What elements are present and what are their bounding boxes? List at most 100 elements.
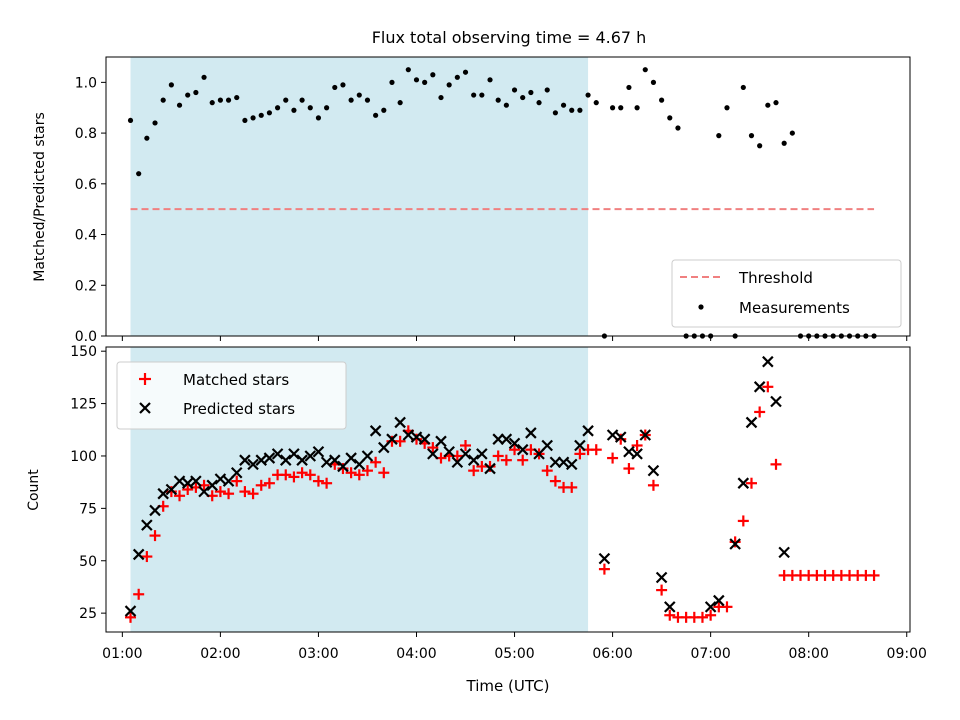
predicted-star-marker-43	[476, 448, 488, 460]
measurement-point-15	[250, 115, 256, 121]
count-y-tick-label: 100	[70, 449, 97, 465]
predicted-star-marker-46	[500, 433, 513, 445]
legend-measurement-swatch	[698, 304, 704, 310]
matched-star-marker-19	[280, 469, 292, 481]
measurement-point-13	[234, 94, 240, 101]
matched-star-marker-62	[631, 439, 643, 451]
measurement-point-3	[152, 120, 158, 126]
measurement-point-72	[716, 133, 722, 139]
time-x-tick-label: 07:00	[690, 646, 730, 662]
measurement-point-75	[740, 84, 746, 91]
predicted-star-marker-15	[247, 458, 259, 471]
time-x-tick-label: 01:00	[102, 646, 142, 662]
predicted-star-marker-57	[598, 552, 611, 565]
matched-star-marker-5	[165, 486, 177, 498]
predicted-star-marker-41	[459, 448, 472, 460]
matched-star-marker-91	[868, 569, 880, 581]
matched-star-marker-28	[353, 469, 365, 481]
measurement-point-45	[495, 97, 501, 103]
matched-star-marker-27	[345, 467, 357, 479]
chart-title: Flux total observing time = 4.67 h	[372, 28, 647, 47]
measurement-point-33	[397, 100, 403, 106]
matched-star-marker-77	[754, 406, 766, 418]
predicted-star-marker-72	[762, 355, 774, 368]
measurement-point-27	[348, 97, 354, 103]
legend-measurement-label: Measurements	[739, 299, 850, 317]
measurement-point-53	[560, 102, 567, 108]
measurement-point-0	[127, 117, 134, 124]
matched-star-marker-20	[288, 471, 300, 483]
count-y-tick-label: 50	[79, 554, 97, 570]
count-y-tick-label: 150	[70, 344, 97, 360]
predicted-star-marker-30	[369, 425, 382, 437]
predicted-star-marker-18	[271, 448, 284, 460]
matched-star-marker-45	[492, 450, 504, 462]
measurement-point-10	[209, 100, 215, 106]
matched-star-marker-2	[141, 551, 153, 563]
matched-star-marker-51	[541, 465, 553, 477]
predicted-star-marker-23	[312, 446, 325, 458]
predicted-star-marker-53	[557, 456, 570, 469]
predicted-star-marker-9	[198, 485, 210, 498]
predicted-star-marker-39	[443, 446, 455, 458]
measurement-point-9	[201, 74, 207, 80]
predicted-star-marker-0	[124, 605, 137, 617]
measurement-point-31	[381, 107, 387, 113]
count-panel: 25 50 75 100 125 150 01:00 02:00 03:00 04:00 05:0…	[26, 344, 927, 695]
predicted-star-marker-55	[574, 439, 586, 452]
predicted-star-marker-61	[631, 448, 643, 460]
measurement-point-12	[225, 97, 232, 103]
matched-star-marker-44	[484, 460, 496, 472]
predicted-star-marker-36	[418, 433, 431, 445]
ratio-y-tick-label: 0.8	[75, 126, 97, 142]
measurement-point-40	[454, 74, 460, 80]
matched-star-marker-54	[566, 481, 578, 493]
predicted-star-marker-11	[214, 473, 227, 485]
measurement-point-65	[659, 97, 665, 103]
legend-predicted-label: Predicted stars	[183, 400, 295, 418]
time-x-tick-label: 06:00	[592, 646, 632, 662]
matched-star-marker-6	[174, 490, 186, 502]
predicted-star-marker-63	[647, 464, 660, 477]
measurement-point-79	[773, 100, 779, 106]
ratio-panel-frame	[105, 56, 911, 337]
time-x-tick-label: 03:00	[298, 646, 338, 662]
measurement-point-6	[176, 102, 183, 108]
measurement-point-20	[291, 107, 297, 113]
predicted-star-marker-67	[713, 594, 725, 607]
ratio-y-tick-label: 1.0	[75, 75, 97, 91]
matched-star-marker-7	[182, 484, 194, 495]
measurement-point-14	[242, 117, 248, 124]
matched-star-marker-21	[296, 467, 308, 479]
predicted-star-marker-2	[141, 519, 153, 531]
predicted-star-marker-8	[190, 475, 202, 487]
matched-star-marker-16	[255, 479, 267, 491]
measurement-point-55	[577, 107, 583, 113]
ratio-y-tick-label: 0.0	[75, 329, 97, 345]
ratio-y-ticks: 0.0 0.2 0.4 0.6 0.8 1.0	[75, 75, 106, 345]
matched-star-marker-12	[223, 488, 235, 500]
measurement-point-76	[748, 133, 755, 139]
matched-star-marker-37	[427, 442, 439, 454]
measurement-point-44	[487, 77, 493, 83]
measurement-point-56	[585, 92, 591, 98]
measurement-point-43	[479, 92, 485, 98]
matched-star-marker-14	[239, 486, 251, 498]
predicted-star-marker-13	[230, 466, 243, 479]
measurement-point-63	[642, 67, 648, 73]
measurement-point-16	[258, 112, 264, 118]
matched-star-marker-33	[394, 435, 406, 447]
measurement-point-66	[667, 115, 673, 121]
measurement-point-22	[307, 105, 313, 111]
measurement-point-2	[144, 135, 150, 141]
predicted-star-marker-48	[516, 443, 529, 456]
predicted-star-marker-21	[296, 454, 308, 466]
predicted-star-marker-68	[729, 538, 741, 550]
matched-star-marker-11	[214, 486, 226, 498]
measurement-point-60	[618, 105, 624, 111]
measurement-point-48	[520, 94, 526, 101]
count-y-tick-label: 25	[79, 606, 97, 622]
legend-threshold-label: Threshold	[738, 269, 813, 287]
count-y-tick-label: 75	[79, 501, 97, 517]
matched-star-marker-13	[231, 475, 243, 487]
